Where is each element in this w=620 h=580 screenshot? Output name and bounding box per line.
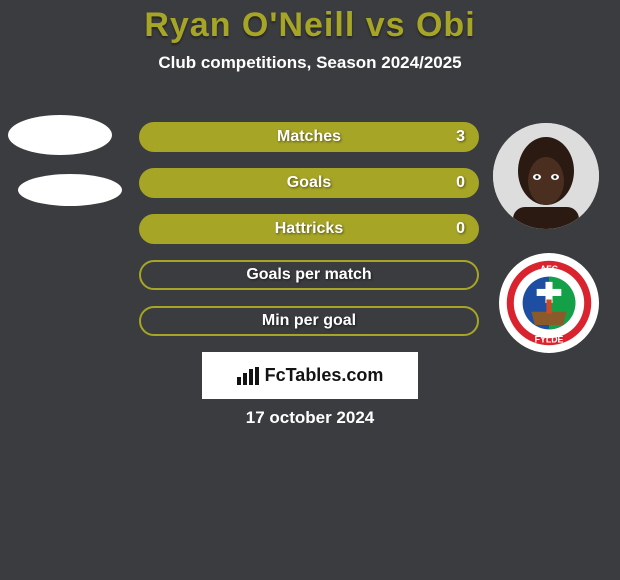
player2-avatar bbox=[493, 123, 599, 229]
comparison-card: Ryan O'Neill vs Obi Club competitions, S… bbox=[0, 0, 620, 580]
stat-value: 0 bbox=[456, 216, 465, 242]
stat-label: Hattricks bbox=[141, 216, 477, 242]
stat-bar: Matches3 bbox=[139, 122, 479, 152]
brand-box: FcTables.com bbox=[202, 352, 418, 399]
person-silhouette-icon bbox=[493, 123, 599, 229]
bar-chart-icon bbox=[237, 367, 259, 385]
stat-label: Goals bbox=[141, 170, 477, 196]
date-text: 17 october 2024 bbox=[0, 408, 620, 428]
stat-label: Matches bbox=[141, 124, 477, 150]
brand-text: FcTables.com bbox=[265, 365, 384, 386]
stat-bar: Goals per match bbox=[139, 260, 479, 290]
stat-value: 0 bbox=[456, 170, 465, 196]
page-title: Ryan O'Neill vs Obi bbox=[0, 0, 620, 45]
stat-bars: Matches3Goals0Hattricks0Goals per matchM… bbox=[139, 122, 479, 352]
player1-avatar-placeholder bbox=[8, 115, 112, 155]
club-crest-icon: AFC FYLDE bbox=[505, 259, 593, 347]
stat-label: Goals per match bbox=[141, 262, 477, 288]
badge-top-text: AFC bbox=[540, 264, 559, 274]
player1-club-placeholder bbox=[18, 174, 122, 206]
player2-club-badge: AFC FYLDE bbox=[499, 253, 599, 353]
stat-bar: Min per goal bbox=[139, 306, 479, 336]
stat-value: 3 bbox=[456, 124, 465, 150]
stat-label: Min per goal bbox=[141, 308, 477, 334]
page-subtitle: Club competitions, Season 2024/2025 bbox=[0, 53, 620, 73]
badge-bottom-text: FYLDE bbox=[535, 335, 564, 345]
stat-bar: Goals0 bbox=[139, 168, 479, 198]
stat-bar: Hattricks0 bbox=[139, 214, 479, 244]
